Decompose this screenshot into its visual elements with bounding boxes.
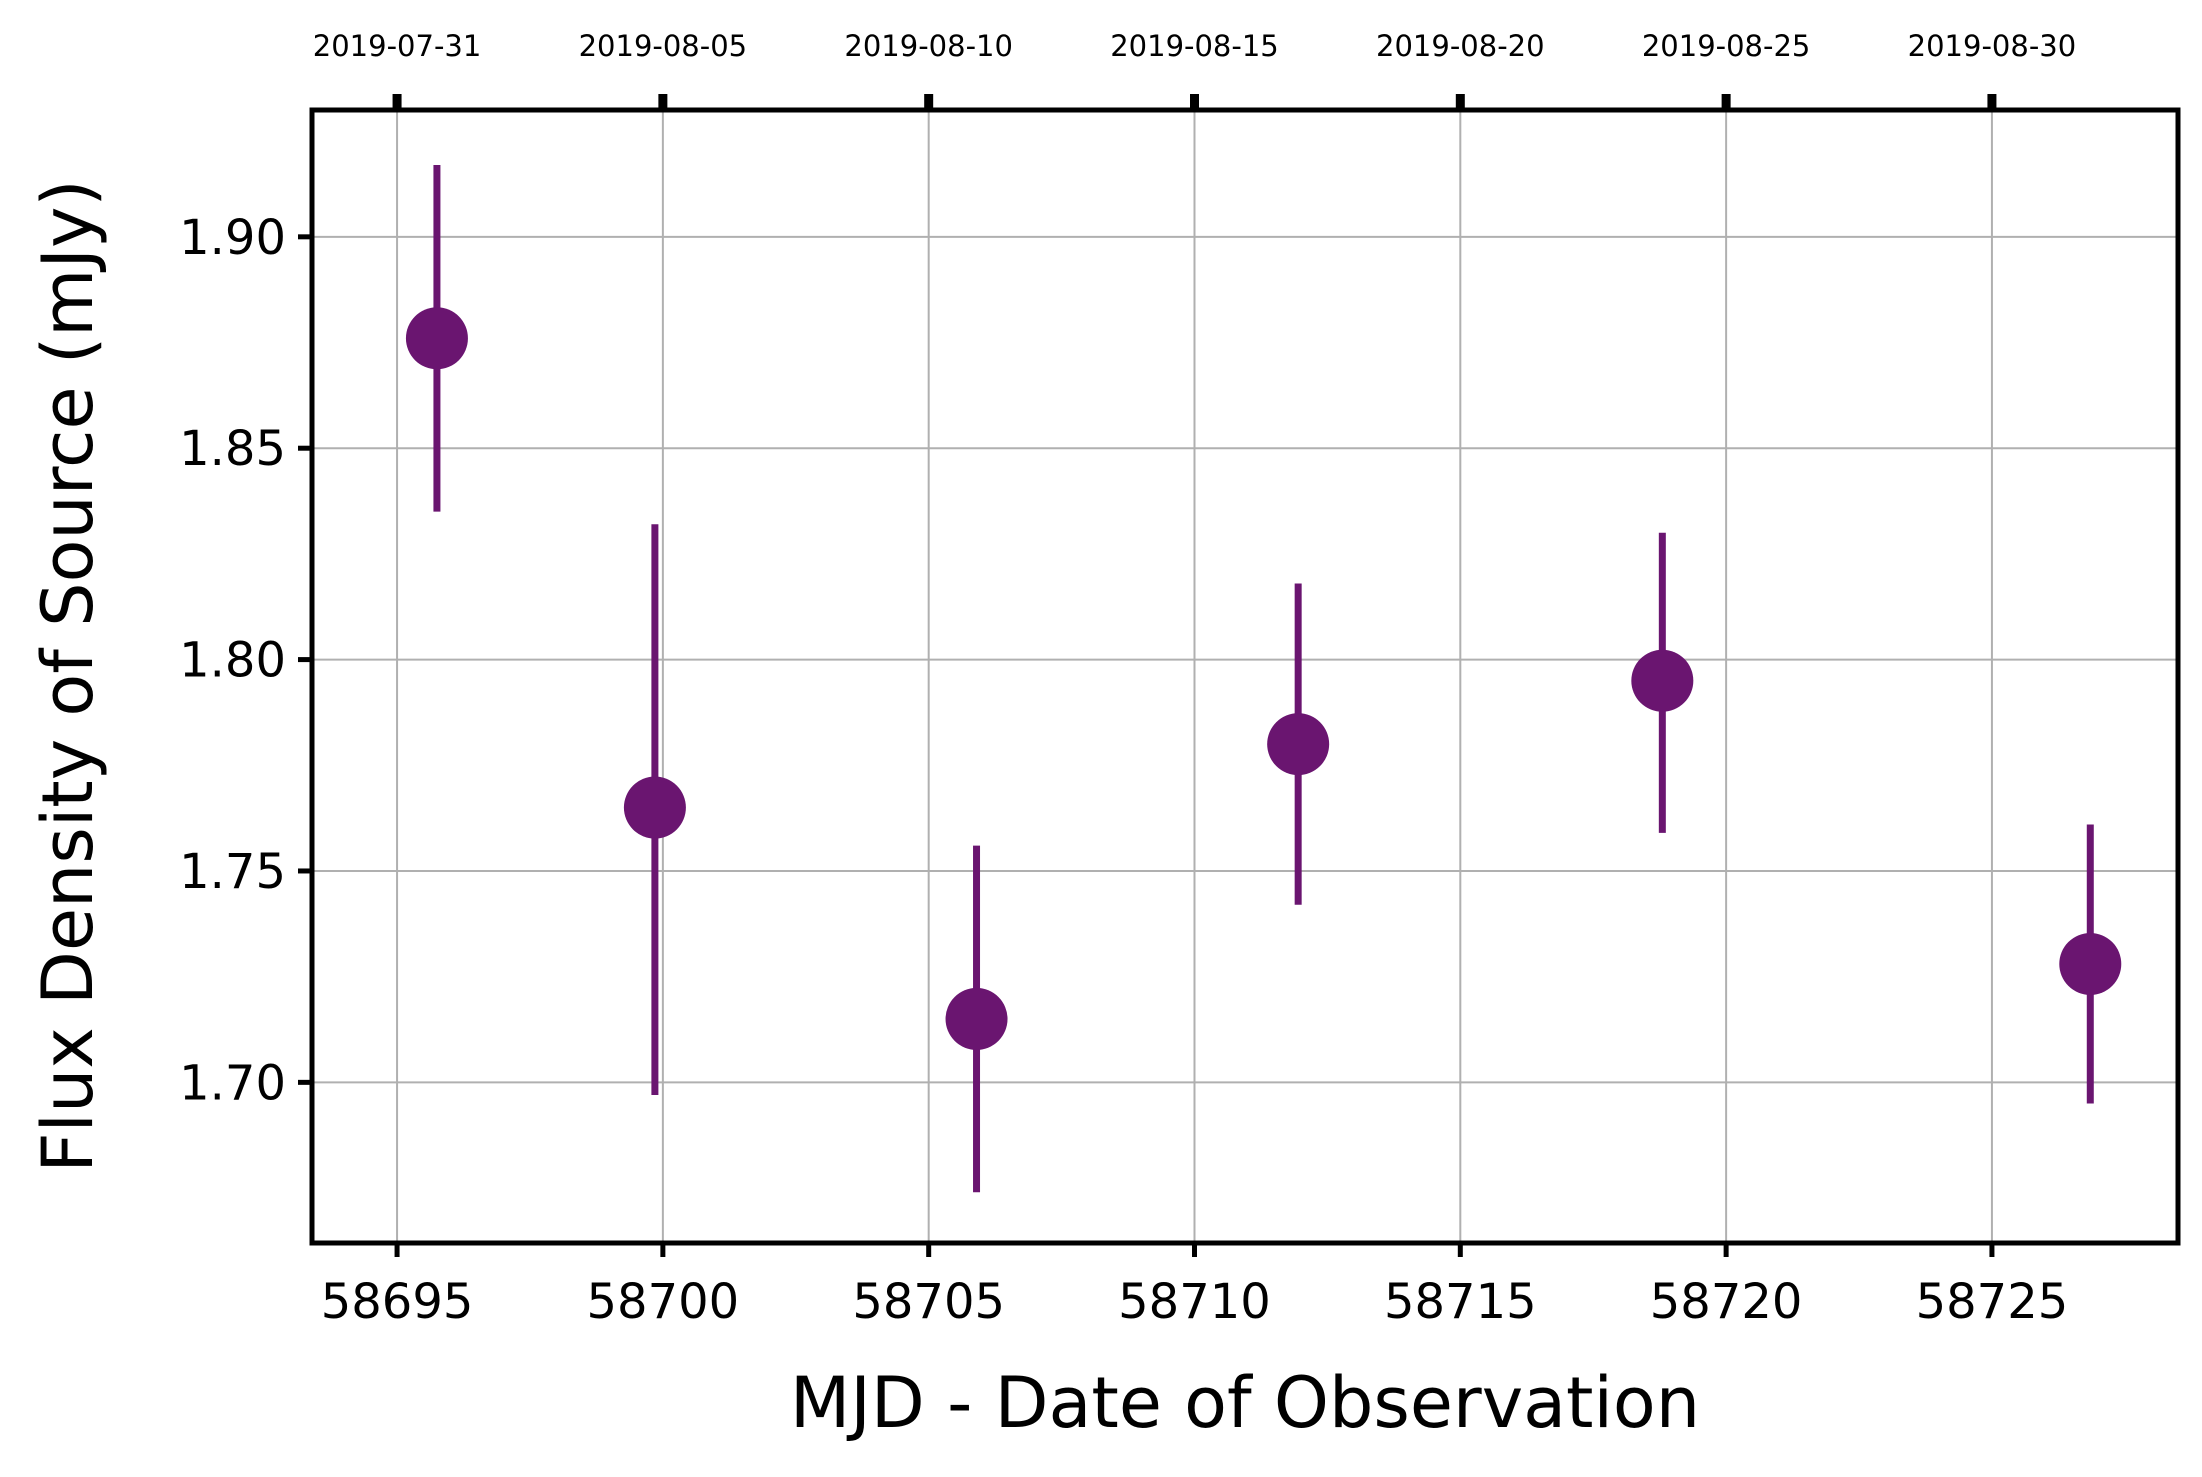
x-axis-title: MJD - Date of Observation (790, 1362, 1700, 1444)
x-tick-label: 58710 (1118, 1274, 1271, 1330)
x-tick-label: 58700 (587, 1274, 740, 1330)
top-date-label: 2019-08-05 (579, 29, 748, 63)
y-tick-label: 1.90 (179, 210, 286, 266)
y-tick-label: 1.85 (179, 421, 286, 477)
x-tick-label: 58715 (1384, 1274, 1537, 1330)
top-date-label: 2019-08-15 (1110, 29, 1279, 63)
top-date-label: 2019-08-25 (1642, 29, 1811, 63)
y-tick-label: 1.80 (179, 633, 286, 689)
data-point (2059, 932, 2122, 995)
tick-labels: 58695 58700 58705 58710 58715 58720 58725 2019-… (179, 29, 2076, 1330)
y-tick-label: 1.75 (179, 844, 286, 900)
x-tick-label: 58720 (1650, 1274, 1803, 1330)
grid-lines (312, 110, 2178, 1243)
x-tick-label: 58705 (852, 1274, 1005, 1330)
data-point (405, 307, 468, 370)
data-point (1267, 713, 1330, 776)
x-tick-label: 58725 (1916, 1274, 2069, 1330)
top-date-label: 2019-08-20 (1376, 29, 1545, 63)
top-date-label: 2019-07-31 (313, 29, 482, 63)
x-tick-label: 58695 (321, 1274, 474, 1330)
y-tick-label: 1.70 (179, 1055, 286, 1111)
error-bars (433, 164, 2094, 1193)
y-axis-title: Flux Density of Source (mJy) (27, 179, 109, 1172)
top-date-label: 2019-08-30 (1908, 29, 2077, 63)
axis-ticks (298, 94, 1997, 1257)
data-point (945, 987, 1008, 1050)
top-date-label: 2019-08-10 (844, 29, 1013, 63)
plot-frame (309, 107, 2181, 1246)
data-points (405, 307, 2122, 1050)
data-point (1631, 649, 1694, 712)
data-point (623, 776, 686, 839)
